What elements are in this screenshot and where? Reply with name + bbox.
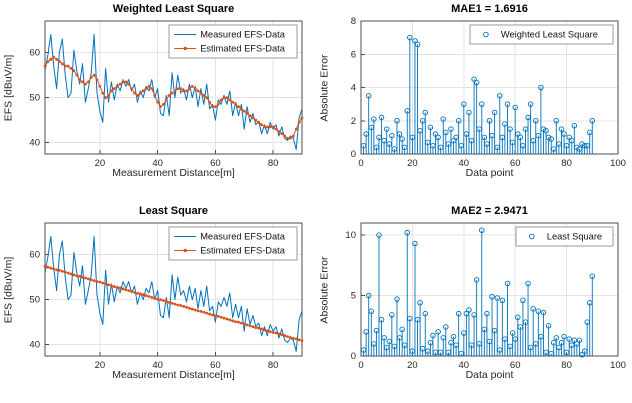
svg-text:100: 100 [610, 158, 626, 169]
svg-text:4: 4 [351, 83, 356, 94]
svg-text:5: 5 [351, 291, 356, 302]
svg-text:0: 0 [358, 360, 363, 371]
x-axis-label: Data point [465, 167, 514, 179]
svg-text:60: 60 [29, 250, 40, 261]
svg-text:40: 40 [152, 360, 163, 371]
svg-text:0: 0 [358, 158, 363, 169]
svg-text:0: 0 [351, 149, 356, 160]
svg-text:Least Square: Least Square [547, 232, 602, 242]
svg-text:Estimated EFS-Data: Estimated EFS-Data [200, 246, 286, 256]
svg-text:8: 8 [351, 16, 356, 27]
svg-text:Measured EFS-Data: Measured EFS-Data [200, 30, 286, 40]
svg-text:50: 50 [29, 295, 40, 306]
subplot-least-square: 20 40 60 80 40 50 60 Measured EFS-Data Estimated… [0, 202, 316, 403]
y-axis-label: EFS [dBuV/m] [2, 54, 15, 122]
plot-title: MAE1 = 1.6916 [451, 3, 528, 15]
svg-text:60: 60 [510, 360, 521, 371]
plot-title: Least Square [138, 205, 209, 217]
svg-text:40: 40 [459, 158, 470, 169]
plot-title: Weighted Least Square [112, 3, 235, 15]
svg-text:2: 2 [351, 116, 356, 127]
svg-text:80: 80 [268, 158, 279, 169]
svg-text:100: 100 [610, 360, 626, 371]
svg-text:20: 20 [407, 158, 418, 169]
svg-text:40: 40 [459, 360, 470, 371]
plot-canvas: 20 40 60 80 40 50 60 Measured EFS-Data Estimated… [0, 0, 316, 201]
svg-text:40: 40 [29, 138, 40, 149]
svg-text:80: 80 [561, 360, 572, 371]
subplot-mae2: 0 20 40 60 80 100 0 5 10 Least Square MAE2 = 2.94… [316, 202, 632, 403]
plot-canvas: 0 20 40 60 80 100 0 2 4 6 8 Weighted Least Square [316, 0, 632, 201]
x-axis-label: Data point [465, 369, 514, 381]
svg-text:40: 40 [152, 158, 163, 169]
plot-canvas: 20 40 60 80 40 50 60 Measured EFS-Data Estimated… [0, 202, 316, 403]
svg-text:Measured EFS-Data: Measured EFS-Data [200, 232, 286, 242]
y-axis-label: EFS [dBuV/m] [2, 256, 15, 324]
svg-text:60: 60 [29, 48, 40, 59]
y-axis-label: Absolute Error [318, 256, 331, 324]
subplot-mae1: 0 20 40 60 80 100 0 2 4 6 8 Weighted Least Square M… [316, 0, 632, 201]
subplot-weighted-least-square: 20 40 60 80 40 50 60 Measured EFS-Data Estimated… [0, 0, 316, 201]
y-axis-label: Absolute Error [318, 54, 331, 122]
svg-text:Estimated EFS-Data: Estimated EFS-Data [200, 44, 286, 54]
svg-text:50: 50 [29, 93, 40, 104]
svg-text:80: 80 [268, 360, 279, 371]
plot-title: MAE2 = 2.9471 [451, 205, 528, 217]
svg-text:0: 0 [351, 351, 356, 362]
svg-text:20: 20 [95, 158, 106, 169]
svg-text:60: 60 [510, 158, 521, 169]
svg-text:10: 10 [345, 230, 356, 241]
svg-text:6: 6 [351, 49, 356, 60]
svg-text:Weighted Least Square: Weighted Least Square [501, 30, 598, 40]
svg-text:80: 80 [561, 158, 572, 169]
svg-text:40: 40 [29, 340, 40, 351]
svg-text:20: 20 [95, 360, 106, 371]
plot-canvas: 0 20 40 60 80 100 0 5 10 Least Square [316, 202, 632, 403]
svg-text:60: 60 [210, 158, 221, 169]
svg-text:60: 60 [210, 360, 221, 371]
svg-text:20: 20 [407, 360, 418, 371]
x-axis-label: Measurement Distance[m] [112, 369, 235, 381]
x-axis-label: Measurement Distance[m] [112, 167, 235, 179]
